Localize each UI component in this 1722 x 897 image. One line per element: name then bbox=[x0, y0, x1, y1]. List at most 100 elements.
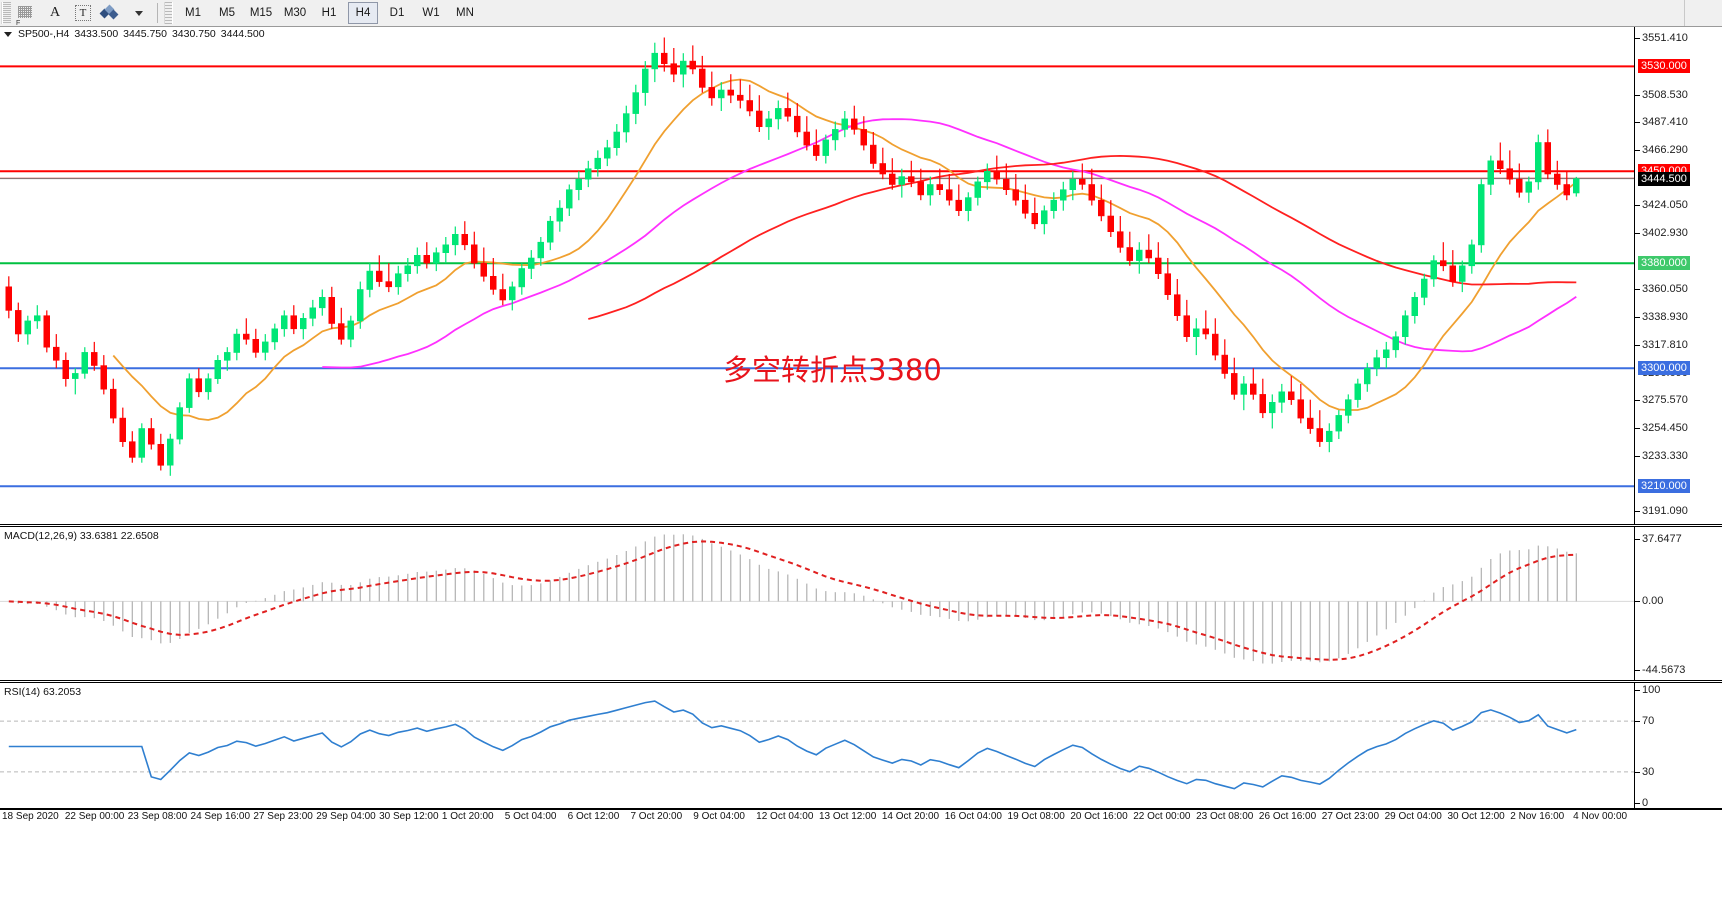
rsi-axis[interactable]: 100 70 30 0 bbox=[1634, 683, 1722, 809]
macd-tick bbox=[1635, 601, 1640, 603]
date-axis-label: 22 Sep 00:00 bbox=[64, 811, 125, 822]
date-axis-label: 7 Oct 20:00 bbox=[630, 811, 683, 822]
text-box-icon: T bbox=[75, 5, 91, 21]
rsi-tick bbox=[1635, 771, 1640, 773]
price-tick bbox=[1635, 205, 1640, 207]
chevron-down-icon bbox=[135, 10, 143, 16]
rsi-tick-label: 70 bbox=[1642, 715, 1655, 728]
text-label-icon: A bbox=[49, 5, 61, 20]
price-level-tag[interactable]: 3530.000 bbox=[1638, 59, 1690, 74]
price-level-tag[interactable]: 3210.000 bbox=[1638, 479, 1690, 494]
price-tick bbox=[1635, 122, 1640, 124]
price-tick-label: 3191.090 bbox=[1642, 505, 1688, 518]
symbol-high: 3445.750 bbox=[123, 28, 167, 40]
rsi-plot-canvas[interactable] bbox=[0, 683, 1634, 808]
macd-pane[interactable]: MACD(12,26,9) 33.6381 22.6508 37.6477 0.0… bbox=[0, 526, 1722, 681]
timeframe-h1[interactable]: H1 bbox=[321, 7, 337, 19]
date-axis-label: 19 Oct 08:00 bbox=[1007, 811, 1065, 822]
date-axis-label: 27 Oct 23:00 bbox=[1321, 811, 1380, 822]
timeframe-m5[interactable]: M5 bbox=[219, 7, 235, 19]
timeframe-d1[interactable]: D1 bbox=[389, 7, 405, 19]
macd-plot-canvas[interactable] bbox=[0, 527, 1634, 680]
price-axis[interactable]: 3551.410 3508.530 3487.410 3466.290 3424.050… bbox=[1634, 27, 1722, 524]
date-axis-label: 29 Sep 04:00 bbox=[316, 811, 376, 822]
price-level-tag[interactable]: 3300.000 bbox=[1638, 361, 1690, 376]
price-tick-label: 3338.930 bbox=[1642, 311, 1688, 324]
text-box-button[interactable]: T bbox=[70, 2, 96, 25]
date-axis-label: 5 Oct 04:00 bbox=[504, 811, 557, 822]
symbol-info-row: SP500-,H4 3433.500 3445.750 3430.750 344… bbox=[0, 27, 265, 41]
crosshair-icon-button[interactable]: F bbox=[14, 2, 40, 27]
price-tick bbox=[1635, 233, 1640, 235]
date-axis-label: 22 Oct 00:00 bbox=[1133, 811, 1191, 822]
timeframe-m30[interactable]: M30 bbox=[283, 7, 307, 19]
rsi-chart-svg bbox=[0, 700, 1634, 790]
price-tick-label: 3275.570 bbox=[1642, 394, 1688, 407]
timeframe-mn[interactable]: MN bbox=[456, 7, 474, 19]
price-chart-svg bbox=[0, 37, 1634, 488]
chart-annotation-text: 多空转折点3380 bbox=[723, 353, 942, 387]
date-axis-label: 27 Sep 23:00 bbox=[253, 811, 313, 822]
symbol-open: 3433.500 bbox=[74, 28, 119, 40]
toolbar-overflow-area bbox=[1684, 0, 1722, 26]
date-axis-label: 23 Sep 08:00 bbox=[127, 811, 188, 822]
shapes-button[interactable] bbox=[98, 2, 124, 25]
rsi-tick bbox=[1635, 690, 1640, 691]
date-axis-label: 26 Oct 16:00 bbox=[1258, 811, 1317, 822]
toolbar-drag-handle[interactable] bbox=[1, 2, 11, 24]
macd-chart-svg bbox=[0, 534, 1634, 664]
date-axis-label: 24 Sep 16:00 bbox=[190, 811, 251, 822]
date-axis-label: 2 Nov 16:00 bbox=[1510, 811, 1565, 822]
rsi-tick-label: 0 bbox=[1642, 797, 1649, 809]
chevron-down-icon[interactable] bbox=[4, 31, 12, 37]
shapes-dropdown-button[interactable] bbox=[126, 2, 152, 25]
price-tick-label: 3233.330 bbox=[1642, 449, 1688, 462]
macd-axis[interactable]: 37.6477 0.00 -44.5673 bbox=[1634, 527, 1722, 680]
timeframe-m1[interactable]: M1 bbox=[185, 7, 201, 19]
date-axis[interactable]: 18 Sep 2020 22 Sep 00:00 23 Sep 08:00 24 Se… bbox=[0, 809, 1722, 824]
price-level-tag[interactable]: 3380.000 bbox=[1638, 256, 1690, 271]
price-tick-label: 3254.450 bbox=[1642, 421, 1688, 434]
macd-indicator-label: MACD(12,26,9) 33.6381 22.6508 bbox=[4, 530, 159, 542]
date-axis-label: 13 Oct 12:00 bbox=[819, 811, 877, 822]
price-pane[interactable]: SP500-,H4 3433.500 3445.750 3430.750 344… bbox=[0, 27, 1722, 525]
date-axis-label: 6 Oct 12:00 bbox=[567, 811, 620, 822]
price-tick bbox=[1635, 511, 1640, 513]
date-axis-label: 23 Oct 08:00 bbox=[1196, 811, 1254, 822]
price-tick bbox=[1635, 38, 1640, 40]
date-axis-label: 29 Oct 04:00 bbox=[1384, 811, 1442, 822]
crosshair-icon bbox=[18, 4, 36, 22]
price-tick-label: 3317.810 bbox=[1642, 338, 1688, 351]
macd-tick-label: 37.6477 bbox=[1642, 533, 1682, 545]
price-tick bbox=[1635, 427, 1640, 429]
price-tick-label: 3551.410 bbox=[1642, 32, 1688, 45]
price-tick bbox=[1635, 289, 1640, 291]
price-tick-label: 3360.050 bbox=[1642, 283, 1688, 296]
text-label-button[interactable]: A bbox=[42, 2, 68, 25]
price-tick bbox=[1635, 149, 1640, 151]
rsi-tick-label: 30 bbox=[1642, 765, 1655, 778]
date-axis-label: 4 Nov 00:00 bbox=[1573, 811, 1628, 822]
price-tick-label: 3402.930 bbox=[1642, 227, 1688, 240]
date-axis-label: 12 Oct 04:00 bbox=[756, 811, 814, 822]
price-tick-label: 3508.530 bbox=[1642, 88, 1688, 101]
timeframe-m15[interactable]: M15 bbox=[249, 7, 273, 19]
price-plot-canvas[interactable] bbox=[0, 27, 1634, 524]
timeframe-h4[interactable]: H4 bbox=[348, 2, 378, 24]
macd-tick-label: -44.5673 bbox=[1642, 664, 1686, 676]
date-axis-label: 1 Oct 20:00 bbox=[441, 811, 494, 822]
crosshair-icon-sublabel: F bbox=[16, 19, 21, 27]
shapes-icon bbox=[99, 4, 121, 21]
macd-tick-label: 0.00 bbox=[1642, 595, 1664, 608]
date-axis-label: 30 Oct 12:00 bbox=[1447, 811, 1505, 822]
price-level-tag[interactable]: 3444.500 bbox=[1638, 171, 1690, 186]
chart-area: SP500-,H4 3433.500 3445.750 3430.750 344… bbox=[0, 27, 1722, 897]
timeframe-drag-handle[interactable] bbox=[164, 2, 173, 24]
date-axis-label: 14 Oct 20:00 bbox=[881, 811, 940, 822]
main-toolbar: F A T M1 M5 M15 M30 H1 H4 D1 W1 MN bbox=[0, 0, 1722, 27]
price-tick bbox=[1635, 455, 1640, 457]
date-axis-label: 30 Sep 12:00 bbox=[379, 811, 439, 822]
timeframe-w1[interactable]: W1 bbox=[422, 7, 440, 19]
macd-tick bbox=[1635, 539, 1640, 540]
rsi-pane[interactable]: RSI(14) 63.2053 100 70 30 0 bbox=[0, 682, 1722, 809]
